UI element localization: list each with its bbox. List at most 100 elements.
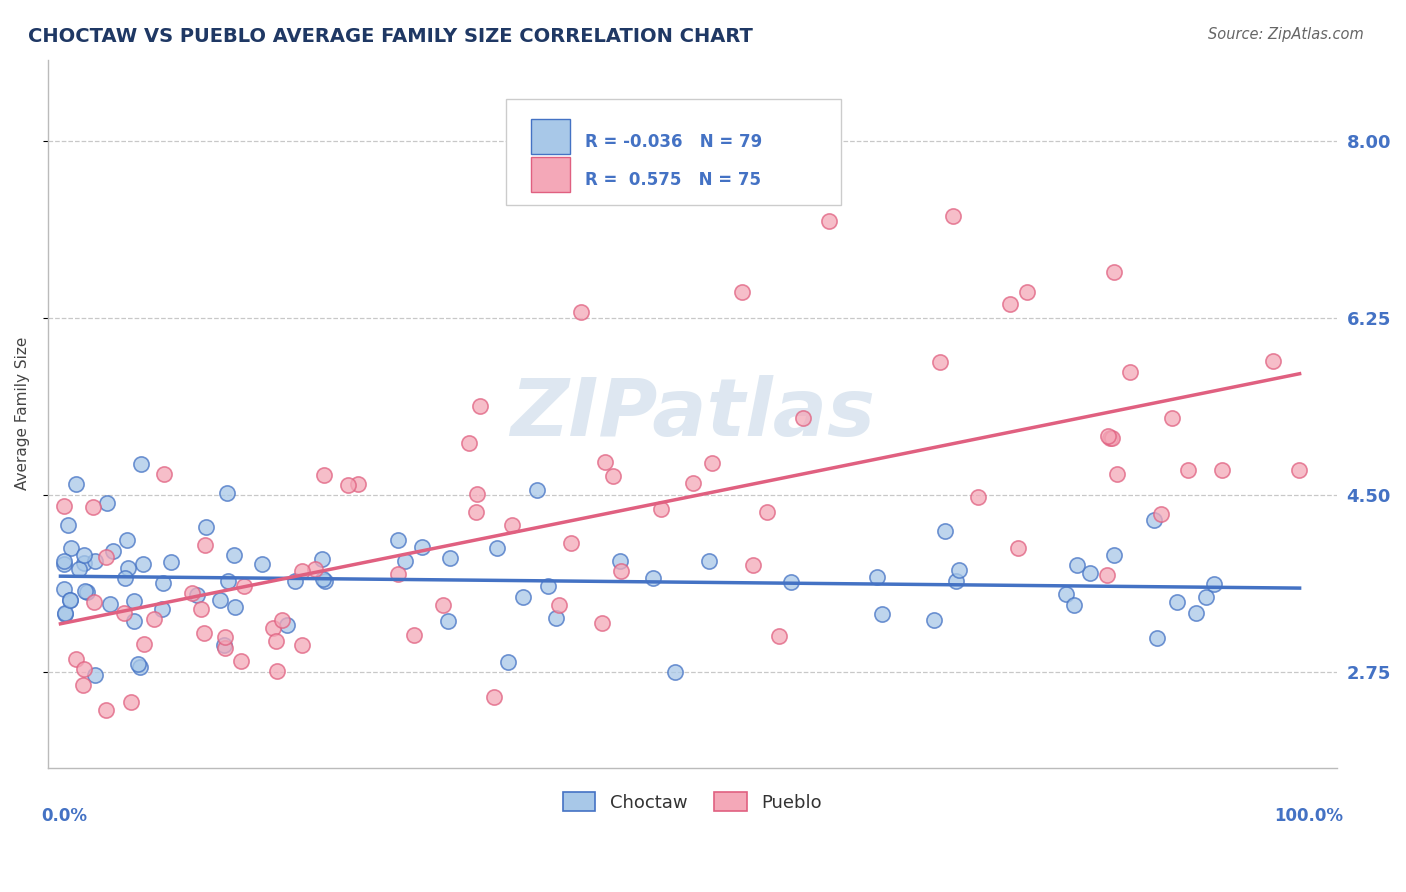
Point bbox=[53, 558, 76, 572]
Point bbox=[1007, 541, 1029, 556]
Point bbox=[496, 655, 519, 669]
Point bbox=[224, 599, 246, 614]
Point bbox=[232, 579, 254, 593]
Point bbox=[314, 468, 336, 483]
Text: 0.0%: 0.0% bbox=[42, 806, 87, 824]
Point bbox=[336, 478, 359, 492]
Point bbox=[934, 524, 956, 538]
Point bbox=[1066, 558, 1088, 573]
Point bbox=[394, 554, 416, 568]
Text: R = -0.036   N = 79: R = -0.036 N = 79 bbox=[585, 133, 762, 151]
Point bbox=[152, 576, 174, 591]
Point bbox=[65, 477, 87, 491]
Point bbox=[700, 456, 723, 470]
Point bbox=[1119, 365, 1142, 379]
Point bbox=[602, 468, 624, 483]
Point bbox=[229, 654, 252, 668]
Point bbox=[1102, 265, 1125, 279]
Point bbox=[1150, 507, 1173, 521]
Point bbox=[82, 500, 104, 514]
Point bbox=[1204, 576, 1226, 591]
Point bbox=[53, 554, 76, 568]
Point bbox=[214, 630, 236, 644]
Point bbox=[465, 487, 488, 501]
Point bbox=[53, 606, 76, 620]
Text: ZIPatlas: ZIPatlas bbox=[510, 375, 875, 452]
Point bbox=[195, 520, 218, 534]
Point bbox=[945, 574, 967, 589]
Text: 100.0%: 100.0% bbox=[1274, 806, 1343, 824]
Point bbox=[1101, 431, 1123, 445]
Point bbox=[73, 549, 96, 563]
Point bbox=[115, 533, 138, 547]
Point bbox=[96, 550, 118, 565]
Point bbox=[209, 593, 232, 607]
Text: Source: ZipAtlas.com: Source: ZipAtlas.com bbox=[1208, 27, 1364, 42]
Point bbox=[1078, 566, 1101, 580]
Point bbox=[817, 214, 839, 228]
Point bbox=[755, 505, 778, 519]
Point bbox=[697, 554, 720, 568]
Text: R =  0.575   N = 75: R = 0.575 N = 75 bbox=[585, 170, 762, 188]
Point bbox=[457, 435, 479, 450]
Point bbox=[1261, 354, 1284, 368]
Point bbox=[142, 612, 165, 626]
Point bbox=[1288, 463, 1310, 477]
Point bbox=[404, 628, 426, 642]
Point bbox=[1105, 467, 1128, 481]
Point bbox=[65, 652, 87, 666]
Point bbox=[181, 586, 204, 600]
Point bbox=[526, 483, 548, 497]
Point bbox=[501, 518, 523, 533]
Point bbox=[1146, 632, 1168, 646]
Point bbox=[250, 557, 273, 571]
Point bbox=[1095, 568, 1118, 582]
Point bbox=[548, 599, 571, 613]
Point bbox=[1177, 463, 1199, 477]
Point bbox=[291, 638, 314, 652]
Point bbox=[58, 518, 80, 533]
Point bbox=[212, 638, 235, 652]
Point bbox=[411, 540, 433, 554]
Point bbox=[1143, 513, 1166, 527]
Point bbox=[222, 548, 245, 562]
Point bbox=[127, 657, 149, 671]
Point bbox=[866, 570, 889, 584]
Point bbox=[928, 354, 950, 368]
Legend: Choctaw, Pueblo: Choctaw, Pueblo bbox=[555, 785, 830, 819]
Point bbox=[73, 661, 96, 675]
Point bbox=[217, 574, 239, 589]
Point bbox=[560, 536, 582, 550]
Point bbox=[311, 572, 333, 586]
Point bbox=[83, 667, 105, 681]
Point bbox=[96, 496, 118, 510]
Point bbox=[193, 625, 215, 640]
Point bbox=[768, 629, 790, 643]
Point bbox=[682, 476, 704, 491]
Point bbox=[664, 665, 686, 679]
Point bbox=[72, 678, 94, 692]
Point bbox=[291, 564, 314, 578]
Point bbox=[922, 613, 945, 627]
Point bbox=[569, 305, 592, 319]
Point bbox=[266, 664, 288, 678]
Point bbox=[266, 633, 288, 648]
Text: CHOCTAW VS PUEBLO AVERAGE FAMILY SIZE CORRELATION CHART: CHOCTAW VS PUEBLO AVERAGE FAMILY SIZE CO… bbox=[28, 27, 754, 45]
Point bbox=[271, 613, 294, 627]
Point bbox=[98, 597, 121, 611]
Point bbox=[650, 501, 672, 516]
Point bbox=[53, 607, 76, 622]
Point bbox=[214, 641, 236, 656]
Point bbox=[122, 594, 145, 608]
Point bbox=[190, 602, 212, 616]
Point bbox=[1166, 595, 1188, 609]
Point bbox=[53, 499, 76, 513]
Point bbox=[641, 571, 664, 585]
Point bbox=[75, 583, 97, 598]
Point bbox=[67, 562, 90, 576]
Point bbox=[780, 575, 803, 590]
Point bbox=[470, 400, 492, 414]
Y-axis label: Average Family Size: Average Family Size bbox=[15, 337, 30, 491]
Point bbox=[731, 285, 754, 300]
Point bbox=[1195, 591, 1218, 605]
